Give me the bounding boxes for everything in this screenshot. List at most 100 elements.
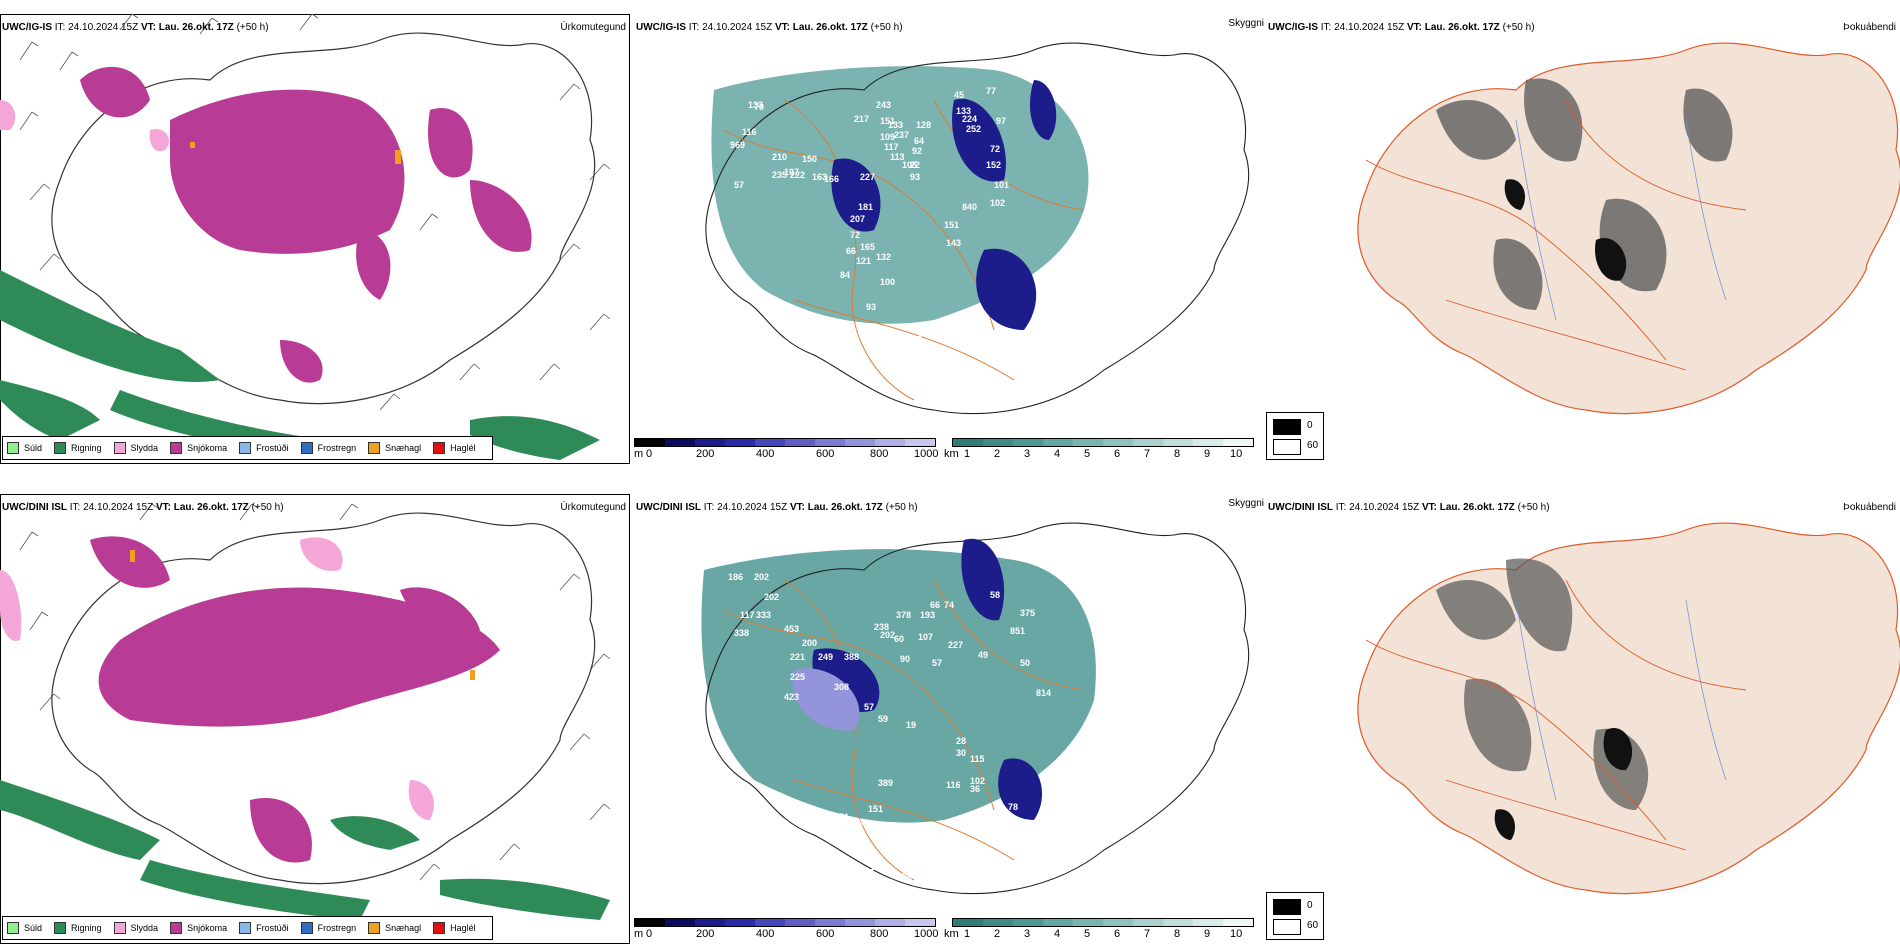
cloud-base-label: 70 xyxy=(754,102,764,112)
cloud-base-label: 84 xyxy=(840,270,850,280)
cloud-base-label: 227 xyxy=(948,640,963,650)
mid-cloud-areas xyxy=(792,668,860,731)
cloud-base-label: 143 xyxy=(946,238,961,248)
field-label-fog: Þokuábendi xyxy=(1843,502,1896,513)
precip-type-legend: Súld Rigning Slydda Snjókoma Frostúði Fr… xyxy=(2,916,493,940)
rivers xyxy=(1515,599,1727,801)
precip-map xyxy=(0,13,611,460)
cloud-base-label: 375 xyxy=(1020,608,1035,618)
fog-dark xyxy=(1504,179,1627,281)
cloud-base-label: 851 xyxy=(1010,626,1025,636)
cloud-base-label: 36 xyxy=(970,784,980,794)
visibility-tick: 6 xyxy=(1114,448,1121,460)
height-unit: m xyxy=(634,928,644,940)
cloud-base-label: 107 xyxy=(784,167,799,177)
field-label-cloud: Skyggni xyxy=(1228,498,1264,509)
cloud-base-label: 66 xyxy=(846,246,856,256)
cloud-base-label: 97 xyxy=(996,116,1006,126)
fog-index-legend: 0 60 xyxy=(1266,412,1324,460)
cloud-base-label: 86 xyxy=(914,364,924,374)
legend-item-rain: Rigning xyxy=(54,922,102,934)
cloud-base-label: 109 xyxy=(880,132,895,142)
visibility-colorbar: km 1 2 3 4 5 6 7 8 9 10 xyxy=(944,918,1254,942)
cloud-base-label: 453 xyxy=(784,624,799,634)
cloud-base-label: 151 xyxy=(868,804,883,814)
cloud-base-label: 133 xyxy=(748,100,763,110)
cloud-base-label: 152 xyxy=(986,160,1001,170)
cloud-base-label: 190 xyxy=(890,848,905,858)
map-frame xyxy=(0,494,630,944)
cloud-base-label: 814 xyxy=(1036,688,1051,698)
legend-swatch xyxy=(54,922,67,934)
legend-swatch xyxy=(300,442,313,454)
visibility-tick: 4 xyxy=(1054,448,1061,460)
visibility-tick: 5 xyxy=(1084,928,1091,940)
cloud-base-label: 22 xyxy=(910,160,920,170)
panel-title: UWC/DINI ISL IT: 24.10.2024 15Z VT: Lau.… xyxy=(1268,502,1550,513)
cloud-base-label: 181 xyxy=(858,202,873,212)
rain-area xyxy=(0,780,610,920)
height-tick: 800 xyxy=(870,448,889,460)
cloud-base-label: 100 xyxy=(880,277,895,287)
cloud-base-label: 117 xyxy=(740,610,755,620)
cloud-base-label: 101 xyxy=(994,180,1009,190)
cloud-base-label: 151 xyxy=(944,220,959,230)
cloud-base-label: 150 xyxy=(802,154,817,164)
cloud-base-label: 28 xyxy=(956,736,966,746)
cloud-base-label: 249 xyxy=(818,652,833,662)
cloud-base-label: 178 xyxy=(830,350,845,360)
height-colorbar: m 0 200 400 600 800 1000 xyxy=(634,438,944,462)
height-tick: 1000 xyxy=(914,928,939,940)
visibility-tick: 1 xyxy=(964,928,971,940)
cloud-base-label: 59 xyxy=(1052,784,1062,794)
cloud-base-label: 166 xyxy=(824,174,839,184)
cloud-base-label: 77 xyxy=(986,86,996,96)
visibility-tick: 3 xyxy=(1024,928,1031,940)
rivers xyxy=(1515,119,1727,321)
cloud-base-label: 163 xyxy=(812,172,827,182)
panel-title: UWC/DINI ISL IT: 24.10.2024 15Z VT: Lau.… xyxy=(636,502,918,513)
cloud-base-label: 333 xyxy=(756,610,771,620)
fog-dark xyxy=(1494,728,1633,840)
legend-swatch xyxy=(170,442,183,454)
legend-item-drizzle: Súld xyxy=(7,442,42,454)
visibility-tick: 9 xyxy=(1204,448,1211,460)
fog-legend-swatch xyxy=(1273,419,1301,435)
snow-area xyxy=(80,66,532,383)
legend-item-hail: Haglél xyxy=(433,442,476,454)
cloud-base-label: 57 xyxy=(932,658,942,668)
legend-item-drizzle: Súld xyxy=(7,922,42,934)
cloud-base-label: 338 xyxy=(734,628,749,638)
cloud-base-label: 117 xyxy=(884,142,899,152)
visibility-tick: 3 xyxy=(1024,448,1031,460)
height-colorbar: m 0 200 400 600 800 1000 xyxy=(634,918,944,942)
cloud-base-label: 50 xyxy=(1020,658,1030,668)
field-label-precip: Úrkomutegund xyxy=(560,22,626,33)
legend-swatch xyxy=(113,442,126,454)
field-label-fog: Þokuábendi xyxy=(1843,22,1896,33)
legend-swatch xyxy=(54,442,67,454)
panel-title: UWC/IG-IS IT: 24.10.2024 15Z VT: Lau. 26… xyxy=(2,22,269,33)
fog-legend-label: 0 xyxy=(1307,900,1313,911)
fog-shading xyxy=(1436,78,1733,310)
legend-swatch xyxy=(239,922,252,934)
cloud-base-label: 388 xyxy=(844,652,859,662)
cloud-base-label: 423 xyxy=(784,692,799,702)
legend-item-sleet: Slydda xyxy=(113,922,158,934)
legend-item-sleet: Slydda xyxy=(113,442,158,454)
visibility-tick: 9 xyxy=(1204,928,1211,940)
cloud-base-label: 66 xyxy=(930,600,940,610)
visibility-tick: 10 xyxy=(1230,448,1243,460)
visibility-tick: 7 xyxy=(1144,928,1151,940)
visibility-colorbar-strip xyxy=(952,918,1254,927)
panel-title: UWC/DINI ISL IT: 24.10.2024 15Z VT: Lau.… xyxy=(2,502,284,513)
legend-item-freezing-rain: Frostregn xyxy=(300,922,356,934)
cloud-base-label: 378 xyxy=(896,610,911,620)
legend-item-rain: Rigning xyxy=(54,442,102,454)
height-tick: 600 xyxy=(816,928,835,940)
wind-barbs xyxy=(19,503,611,881)
cloud-base-label: 184 xyxy=(744,70,759,80)
